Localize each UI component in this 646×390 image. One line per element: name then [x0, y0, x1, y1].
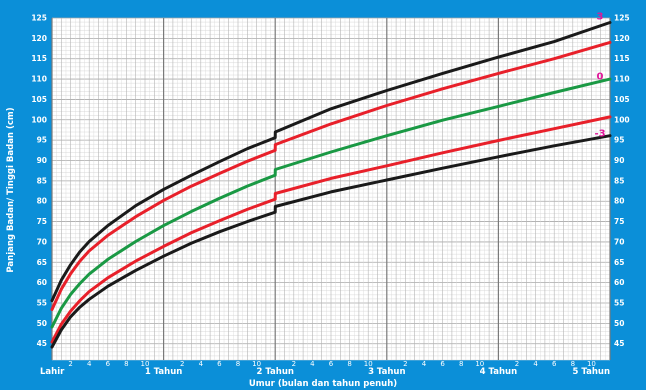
x-tick-label: 8: [347, 360, 351, 368]
x-tick-label: 6: [440, 360, 445, 368]
y-tick-label-right: 50: [614, 319, 624, 328]
y-tick-label-right: 60: [614, 278, 624, 287]
x-tick-label: 2: [68, 360, 72, 368]
series-line-2: [50, 40, 612, 311]
x-tick-label: 2: [403, 360, 407, 368]
x-tick-label: 2: [515, 360, 519, 368]
y-tick-label-right: 105: [614, 95, 630, 104]
x-tick-label: 8: [571, 360, 575, 368]
y-tick-label-left: 90: [37, 156, 47, 165]
y-tick-label-right: 100: [614, 115, 630, 124]
x-axis-title: Umur (bulan dan tahun penuh): [249, 379, 397, 389]
z-score-labels: 3 0 -3: [594, 11, 605, 139]
y-tick-label-left: 45: [37, 339, 47, 348]
x-major-label: 5 Tahun: [573, 367, 610, 377]
x-tick-label: 10: [141, 360, 150, 368]
y-tick-label-left: 55: [37, 299, 47, 308]
series-group: [50, 21, 612, 349]
x-tick-label: 6: [329, 360, 334, 368]
y-tick-label-left: 50: [37, 319, 47, 328]
x-tick-label: 4: [87, 360, 92, 368]
y-ticks-left: 45 50 55 60 65 70 75 80 85 90 95 100 105 110 115 120 125: [31, 14, 47, 349]
series-line--3: [50, 134, 612, 349]
x-tick-label: 8: [236, 360, 240, 368]
y-tick-label-right: 75: [614, 217, 624, 226]
y-tick-label-right: 65: [614, 258, 624, 267]
y-axis-title: Panjang Badan/ Tinggi Badan (cm): [6, 107, 16, 272]
x-tick-label: 2: [180, 360, 184, 368]
z-score-label: 0: [597, 71, 604, 82]
y-ticks-right: 45 50 55 60 65 70 75 80 85 90 95 100 105 110 115 120 125: [614, 14, 630, 349]
x-major-label: Lahir: [40, 367, 65, 377]
x-major-label: 3 Tahun: [368, 367, 405, 377]
x-tick-label: 10: [587, 360, 596, 368]
x-tick-label: 6: [217, 360, 222, 368]
y-tick-label-left: 80: [37, 197, 47, 206]
x-tick-label: 4: [199, 360, 204, 368]
y-tick-label-left: 120: [31, 34, 47, 43]
x-tick-label: 10: [252, 360, 261, 368]
y-tick-label-left: 125: [31, 14, 47, 23]
y-tick-label-right: 110: [614, 75, 630, 84]
y-tick-label-left: 115: [31, 54, 47, 63]
y-tick-label-left: 70: [37, 237, 47, 246]
x-tick-label: 8: [459, 360, 463, 368]
y-tick-label-left: 75: [37, 217, 47, 226]
x-tick-label: 2: [292, 360, 296, 368]
x-tick-label: 4: [422, 360, 427, 368]
x-major-label: 2 Tahun: [256, 367, 293, 377]
series-line--2: [50, 115, 612, 344]
series-line-3: [50, 21, 612, 303]
y-tick-label-left: 110: [31, 75, 47, 84]
y-tick-label-right: 125: [614, 14, 630, 23]
y-tick-label-left: 105: [31, 95, 47, 104]
x-tick-label: 6: [106, 360, 111, 368]
series-line-0: [50, 77, 612, 329]
y-tick-label-left: 85: [37, 176, 47, 185]
y-tick-label-right: 95: [614, 136, 624, 145]
y-tick-label-right: 115: [614, 54, 630, 63]
z-score-label: -3: [594, 128, 605, 139]
x-major-label: 1 Tahun: [145, 367, 182, 377]
x-major-label: 4 Tahun: [480, 367, 517, 377]
x-tick-label: 10: [364, 360, 373, 368]
y-tick-label-right: 55: [614, 299, 624, 308]
y-tick-label-right: 85: [614, 176, 624, 185]
x-tick-label: 4: [310, 360, 315, 368]
y-tick-label-left: 65: [37, 258, 47, 267]
x-tick-label: 4: [533, 360, 538, 368]
y-tick-label-left: 95: [37, 136, 47, 145]
x-ticks: 2 4 6 8 10 2 4 6 8 10 2 4 6 8 10 2 4 6 8 10 2 4 6 8 10 Lahir 1 Tah…: [40, 360, 610, 377]
y-tick-label-right: 90: [614, 156, 624, 165]
x-tick-label: 6: [552, 360, 557, 368]
y-tick-label-right: 80: [614, 197, 624, 206]
y-tick-label-right: 45: [614, 339, 624, 348]
x-tick-label: 10: [475, 360, 484, 368]
y-tick-label-left: 60: [37, 278, 47, 287]
x-tick-label: 8: [124, 360, 128, 368]
y-tick-label-left: 100: [31, 115, 47, 124]
z-score-label: 3: [597, 11, 604, 22]
y-tick-label-right: 70: [614, 237, 624, 246]
grid: [51, 17, 611, 361]
y-tick-label-right: 120: [614, 34, 630, 43]
